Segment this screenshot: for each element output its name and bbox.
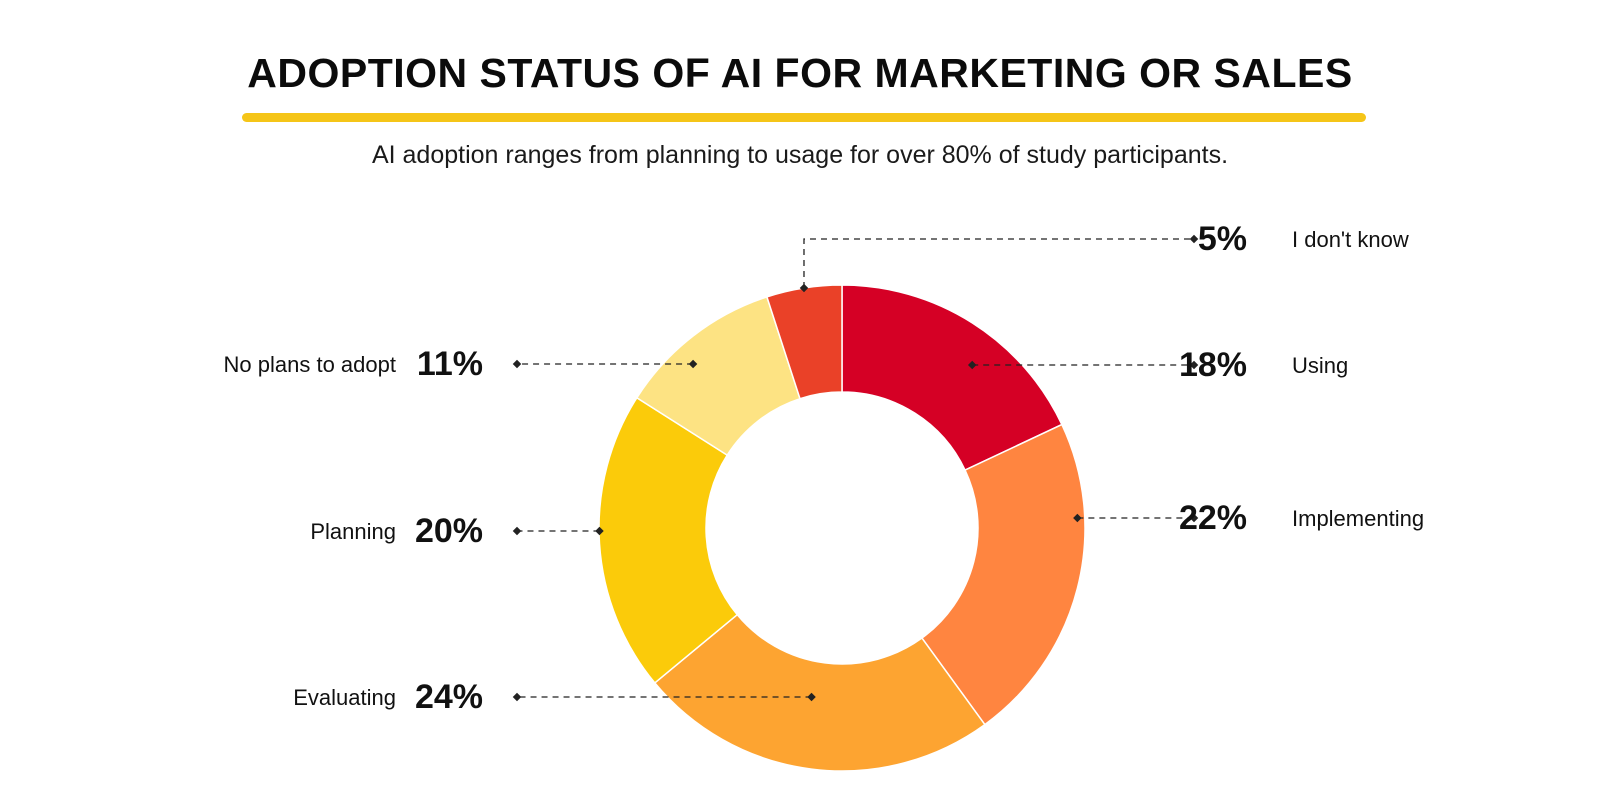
leader-dot xyxy=(1189,513,1199,523)
label-group-using: 18% Using xyxy=(967,346,1348,384)
label-group-planning: 20% Planning xyxy=(310,512,604,550)
leader-dot xyxy=(595,526,604,536)
data-label-no-plans-to-adopt: 11% xyxy=(417,345,483,383)
data-label-evaluating: 24% xyxy=(415,678,483,716)
label-group-i-don-t-know: 5% I don't know xyxy=(799,220,1409,293)
category-label-planning: Planning xyxy=(310,519,396,544)
leader-dot xyxy=(1189,360,1199,370)
category-label-no-plans-to-adopt: No plans to adopt xyxy=(224,352,396,377)
label-group-no-plans-to-adopt: 11% No plans to adopt xyxy=(224,345,698,383)
category-label-using: Using xyxy=(1292,353,1348,378)
title-underline xyxy=(242,113,1366,122)
chart-subtitle: AI adoption ranges from planning to usag… xyxy=(371,141,1229,169)
data-label-i-don-t-know: 5% xyxy=(1198,220,1247,258)
data-label-planning: 20% xyxy=(415,512,483,550)
label-group-evaluating: 24% Evaluating xyxy=(293,678,816,716)
leader-dot xyxy=(807,692,816,702)
leader-dot xyxy=(512,526,522,536)
leader-dot xyxy=(967,360,977,370)
slice-using xyxy=(841,284,1063,472)
category-label-evaluating: Evaluating xyxy=(293,685,396,710)
slice-i-don-t-know xyxy=(765,284,843,400)
data-label-using: 18% xyxy=(1179,346,1247,384)
leader-dot xyxy=(1073,513,1082,523)
category-label-i-don-t-know: I don't know xyxy=(1292,227,1409,252)
chart-title: ADOPTION STATUS OF AI FOR MARKETING OR S… xyxy=(247,50,1353,96)
category-label-implementing: Implementing xyxy=(1292,506,1424,531)
slice-implementing xyxy=(920,423,1086,726)
leader-dot xyxy=(799,283,809,293)
data-label-implementing: 22% xyxy=(1179,499,1247,537)
leader-dot xyxy=(688,359,698,369)
leader-line xyxy=(803,238,1194,288)
leader-dot xyxy=(512,359,522,369)
leader-dot xyxy=(512,692,522,702)
slice-planning xyxy=(598,396,739,684)
label-group-implementing: 22% Implementing xyxy=(1073,499,1424,537)
